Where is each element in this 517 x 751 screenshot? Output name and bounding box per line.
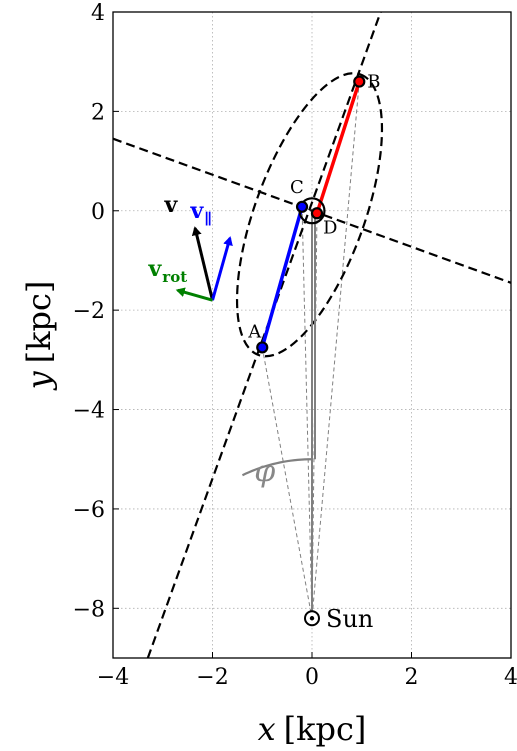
y-tick-label: 4	[91, 1, 105, 26]
vector-label-v-parallel: v∥	[190, 198, 213, 228]
y-axis-label: y[kpc]	[20, 281, 58, 392]
point-C	[295, 200, 309, 213]
point-label-D: D	[323, 217, 337, 238]
x-tick-label: 2	[405, 665, 419, 690]
sightline-A	[261, 347, 313, 619]
y-tick-label: 0	[91, 200, 105, 225]
sun-label: Sun	[326, 605, 373, 633]
point-label-C: C	[290, 177, 304, 198]
vector-v-rot	[175, 287, 213, 302]
x-tick-label: 4	[504, 665, 517, 690]
x-tick-label: −4	[97, 665, 129, 690]
sun-dot	[309, 616, 315, 621]
vector-v-parallel	[211, 236, 233, 301]
point-B	[353, 75, 366, 88]
phi-label: φ	[254, 455, 275, 490]
y-tick-label: −8	[73, 597, 105, 622]
y-tick-label: 2	[91, 100, 105, 125]
y-tick-label: −6	[73, 498, 105, 523]
point-A	[256, 341, 269, 354]
x-tick-label: 0	[305, 665, 319, 690]
segment-D-B	[315, 81, 361, 214]
point-label-B: B	[367, 72, 380, 93]
y-tick-label: −4	[73, 399, 105, 424]
bar-ellipse	[235, 72, 384, 358]
x-axis-label: x [kpc]	[258, 710, 367, 748]
vector-label-v: v	[164, 192, 179, 218]
sightline-C	[301, 206, 313, 619]
segment-A-C	[260, 206, 304, 348]
sightline-B	[311, 81, 360, 619]
phi-arc	[241, 458, 313, 477]
x-tick-label: −2	[196, 665, 228, 690]
ticks: −4 −2 0 2 4 4 2 0 −2 −4 −6 −8	[73, 1, 517, 690]
point-D	[310, 207, 324, 220]
point-label-A: A	[247, 321, 262, 342]
vector-label-v-rot: vrot	[148, 256, 188, 286]
y-tick-label: −2	[73, 299, 105, 324]
vector-v	[191, 226, 214, 301]
plot-area: φ A B CD Sun v v∥vrot	[113, 12, 511, 658]
